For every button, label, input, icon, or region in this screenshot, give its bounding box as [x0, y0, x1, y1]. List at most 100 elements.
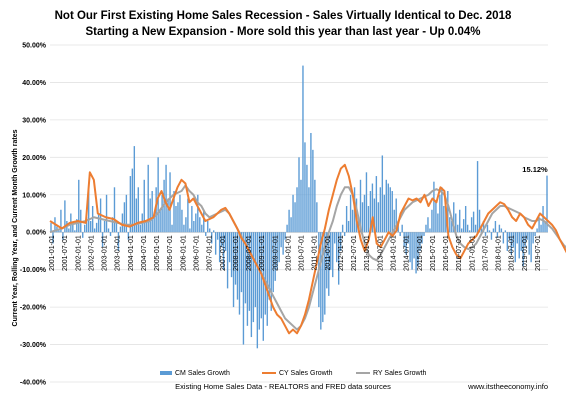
cm-bar [514, 232, 516, 263]
cm-bar [518, 232, 520, 259]
cm-bar [268, 232, 270, 300]
cm-bar [145, 220, 147, 233]
cm-bar [280, 232, 282, 248]
cm-bar [224, 232, 227, 251]
cm-bar [365, 172, 368, 233]
y-axis-ticks: 50.00% 40.00% 30.00% 20.00% 10.00% 0.00% -10.0… [20, 43, 47, 387]
cm-bar [441, 187, 443, 233]
cm-bar [457, 224, 459, 233]
cm-bar [512, 232, 514, 248]
latest-value-annotation: 15.12% [522, 165, 548, 174]
legend-label-ry: RY Sales Growth [373, 370, 427, 377]
cm-bar [447, 191, 449, 233]
x-tick-label: 2007-07-01 [220, 235, 227, 271]
cm-bar [459, 209, 461, 233]
y-tick-label: -30.00% [20, 342, 47, 349]
cm-bar [391, 191, 393, 233]
cm-bar [468, 230, 471, 233]
cm-bar [488, 230, 491, 233]
cm-bar [125, 194, 128, 233]
cm-bar [270, 232, 272, 311]
cm-bar [189, 228, 191, 233]
cm-bar [433, 181, 435, 233]
cm-bar [371, 183, 374, 233]
cm-bar [369, 191, 372, 233]
x-tick-label: 2009-07-01 [272, 235, 279, 271]
cm-bar [387, 183, 389, 233]
cm-bar [403, 232, 405, 248]
cm-bar [107, 228, 110, 233]
cm-bar [496, 232, 499, 238]
cm-bar [334, 232, 336, 244]
cm-bar [464, 206, 467, 233]
cm-bar [347, 220, 350, 233]
cm-bar [542, 206, 544, 233]
cm-bar [373, 198, 376, 233]
cm-bar [195, 213, 197, 233]
x-tick-label: 2003-07-01 [115, 235, 122, 271]
cm-bar [191, 206, 193, 233]
cm-bar [187, 198, 189, 233]
cm-bar [151, 191, 153, 233]
cm-bar [367, 206, 370, 233]
cm-bar [111, 217, 114, 233]
cm-bar [409, 232, 411, 263]
cm-bar [389, 187, 391, 233]
cm-bar [214, 232, 217, 255]
cm-bar [502, 232, 505, 244]
cm-bar [209, 228, 211, 233]
cm-bar [435, 202, 437, 233]
cm-bar [443, 206, 445, 233]
cm-bar [226, 232, 229, 289]
cm-bar [383, 194, 386, 233]
x-tick-label: 2013-07-01 [377, 235, 384, 271]
cm-bar [474, 224, 477, 233]
cm-bar [153, 217, 155, 233]
cm-bar [300, 179, 302, 233]
cm-bar [504, 230, 507, 233]
cm-bar [216, 232, 219, 240]
ry-sales-growth-line [49, 184, 566, 331]
cm-bar [78, 179, 80, 233]
x-tick-label: 2009-01-01 [259, 235, 266, 271]
cm-bar [359, 179, 362, 233]
x-tick-label: 2007-01-01 [207, 235, 214, 271]
legend: CM Sales Growth CY Sales Growth RY Sales… [160, 370, 427, 377]
cm-bar [244, 232, 247, 304]
y-tick-label: 20.00% [22, 155, 47, 162]
cm-bar [171, 224, 173, 233]
y-tick-label: -10.00% [20, 267, 47, 274]
cm-bar [455, 213, 457, 233]
cm-bar [127, 232, 130, 240]
chart-title: Not Our First Existing Home Sales Recess… [55, 10, 512, 22]
cm-bar [532, 232, 534, 244]
cm-bar [337, 232, 340, 285]
x-tick-label: 2006-07-01 [193, 235, 200, 271]
cm-bar [326, 232, 328, 289]
cm-bar [343, 232, 346, 236]
cm-bar [427, 217, 429, 233]
legend-label-cm: CM Sales Growth [175, 370, 230, 377]
x-tick-label: 2019-07-01 [535, 235, 542, 271]
x-tick-label: 2011-07-01 [325, 235, 332, 270]
cm-bar [113, 187, 116, 233]
cm-bar [339, 232, 342, 251]
cm-bar [197, 194, 199, 233]
cm-bar [377, 202, 380, 233]
cm-bar [470, 217, 473, 233]
legend-label-cy: CY Sales Growth [279, 370, 333, 377]
cm-bar [109, 232, 112, 236]
cm-bar [175, 206, 177, 233]
cm-bar [240, 232, 243, 293]
cm-bar [123, 202, 126, 233]
cm-bar [312, 149, 314, 233]
cm-bar [220, 232, 223, 248]
cm-bar [476, 161, 479, 233]
cm-bar [135, 198, 137, 233]
cm-bar [298, 157, 300, 233]
cm-bar [544, 220, 546, 233]
cm-bar [82, 232, 84, 238]
cm-bar [91, 206, 94, 233]
cm-bar [492, 228, 495, 233]
